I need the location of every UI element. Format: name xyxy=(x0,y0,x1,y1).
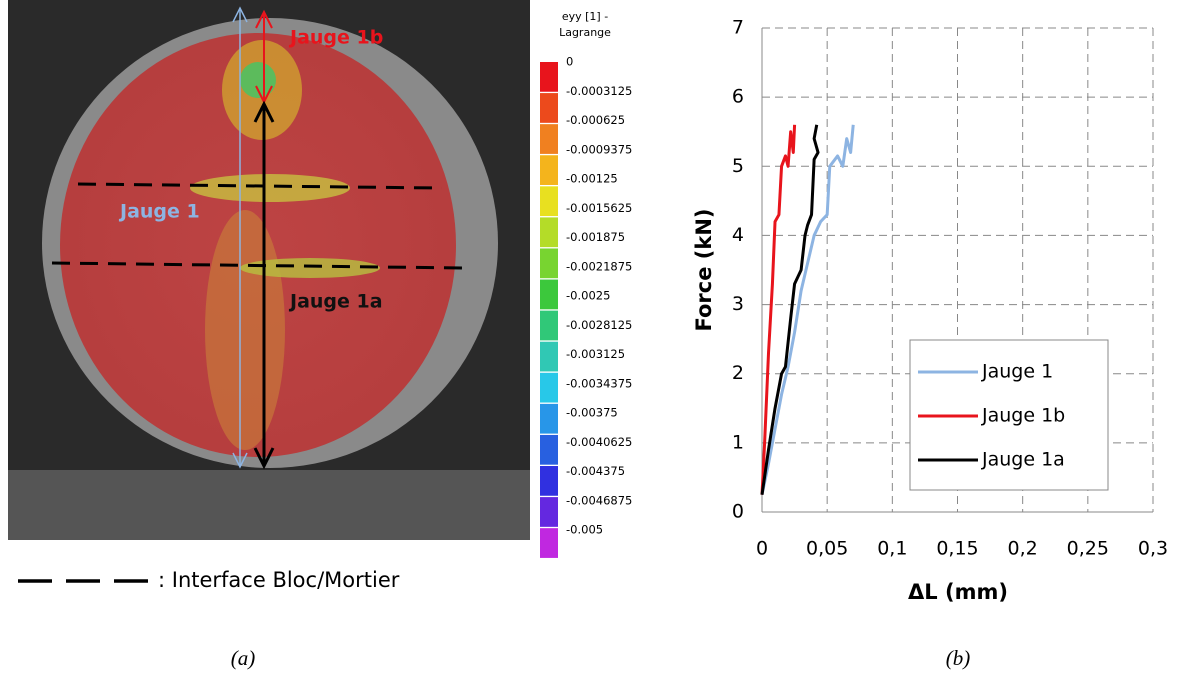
colorbar-segment xyxy=(540,466,558,496)
series-line xyxy=(760,124,797,495)
colorbar-title: eyy [1] - xyxy=(562,10,608,23)
caption: (b) xyxy=(946,646,971,670)
colorbar-segment xyxy=(540,93,558,123)
colorbar-label: -0.00375 xyxy=(566,406,618,420)
colorbar-segment xyxy=(540,155,558,185)
colorbar-label: -0.0015625 xyxy=(566,201,632,215)
colorbar-label: -0.005 xyxy=(566,523,603,537)
colorbar-label: 0 xyxy=(566,55,573,69)
colorbar-label: -0.0009375 xyxy=(566,142,632,156)
colorbar-label: -0.0028125 xyxy=(566,318,632,332)
legend-label: Jauge 1a xyxy=(981,449,1065,471)
y-tick-label: 5 xyxy=(732,155,744,177)
colorbar-label: -0.0021875 xyxy=(566,259,632,273)
legend-label: Jauge 1 xyxy=(981,361,1053,383)
colorbar-segment xyxy=(540,217,558,248)
panel-a: Jauge 1b Jauge 1 Jauge 1a eyy [1] - Lagr… xyxy=(8,0,632,670)
colorbar-segment xyxy=(540,186,558,217)
colorbar-label: -0.001875 xyxy=(566,230,625,244)
strain-zone xyxy=(240,62,276,98)
y-tick-label: 6 xyxy=(732,86,744,108)
x-tick-label: 0,3 xyxy=(1138,538,1168,560)
x-tick-label: 0,2 xyxy=(1008,538,1038,560)
series-line xyxy=(760,124,820,495)
colorbar-segment xyxy=(540,497,558,527)
colorbar-label: -0.0040625 xyxy=(566,435,632,449)
y-tick-label: 4 xyxy=(732,224,744,246)
x-tick-label: 0 xyxy=(756,538,768,560)
x-tick-label: 0,1 xyxy=(877,538,907,560)
x-axis-title: ΔL (mm) xyxy=(908,580,1008,604)
colorbar-title: Lagrange xyxy=(559,26,611,39)
colorbar-label: -0.0003125 xyxy=(566,84,632,98)
annotation: Jauge 1 xyxy=(118,201,200,223)
annotation: Jauge 1b xyxy=(288,27,383,49)
y-axis-title: Force (kN) xyxy=(692,208,716,331)
colorbar-segment xyxy=(540,62,558,92)
y-tick-label: 2 xyxy=(732,362,744,384)
colorbar-label: -0.0046875 xyxy=(566,493,632,507)
colorbar-label: -0.00125 xyxy=(566,172,618,186)
colorbar-label: -0.004375 xyxy=(566,464,625,478)
interface-line xyxy=(77,182,443,190)
colorbar-segment xyxy=(540,403,558,434)
legend-text: : Interface Bloc/Mortier xyxy=(158,568,400,592)
legend-label: Jauge 1b xyxy=(981,405,1065,427)
colorbar-label: -0.0034375 xyxy=(566,376,632,390)
y-tick-label: 0 xyxy=(732,501,744,523)
colorbar-segment xyxy=(540,341,558,372)
interface-line xyxy=(51,261,466,270)
colorbar-segment xyxy=(540,248,558,279)
colorbar-segment xyxy=(540,310,558,341)
strain-zone xyxy=(205,210,285,450)
colorbar-label: -0.000625 xyxy=(566,113,625,127)
annotation: Jauge 1a xyxy=(288,291,383,313)
series-line xyxy=(760,124,855,496)
arrow-head xyxy=(253,100,275,470)
colorbar-label: -0.0025 xyxy=(566,289,610,303)
colorbar-segment xyxy=(540,528,558,558)
colorbar-segment xyxy=(540,124,558,154)
arrow-head xyxy=(232,6,248,469)
x-tick-label: 0,25 xyxy=(1067,538,1109,560)
colorbar-segment xyxy=(540,279,558,310)
colorbar-label: -0.003125 xyxy=(566,347,625,361)
strain-zone xyxy=(190,174,350,202)
strain-zone xyxy=(240,258,380,278)
y-tick-label: 3 xyxy=(732,293,744,315)
colorbar-segment xyxy=(540,434,558,465)
support xyxy=(8,470,530,540)
x-tick-label: 0,05 xyxy=(806,538,848,560)
colorbar: 0 -0.0003125 -0.000625 -0.0009375 -0.00125 -0… xyxy=(540,55,632,558)
colorbar-segment xyxy=(540,372,558,403)
panel-b: 0 1 2 3 4 5 6 7 0 0,05 0,1 0,15 0,2 0,25 0,3 ΔL (mm) For… xyxy=(692,17,1168,670)
x-tick-label: 0,15 xyxy=(936,538,978,560)
caption: (a) xyxy=(231,646,256,670)
y-tick-label: 1 xyxy=(732,431,744,453)
y-tick-label: 7 xyxy=(732,17,744,39)
